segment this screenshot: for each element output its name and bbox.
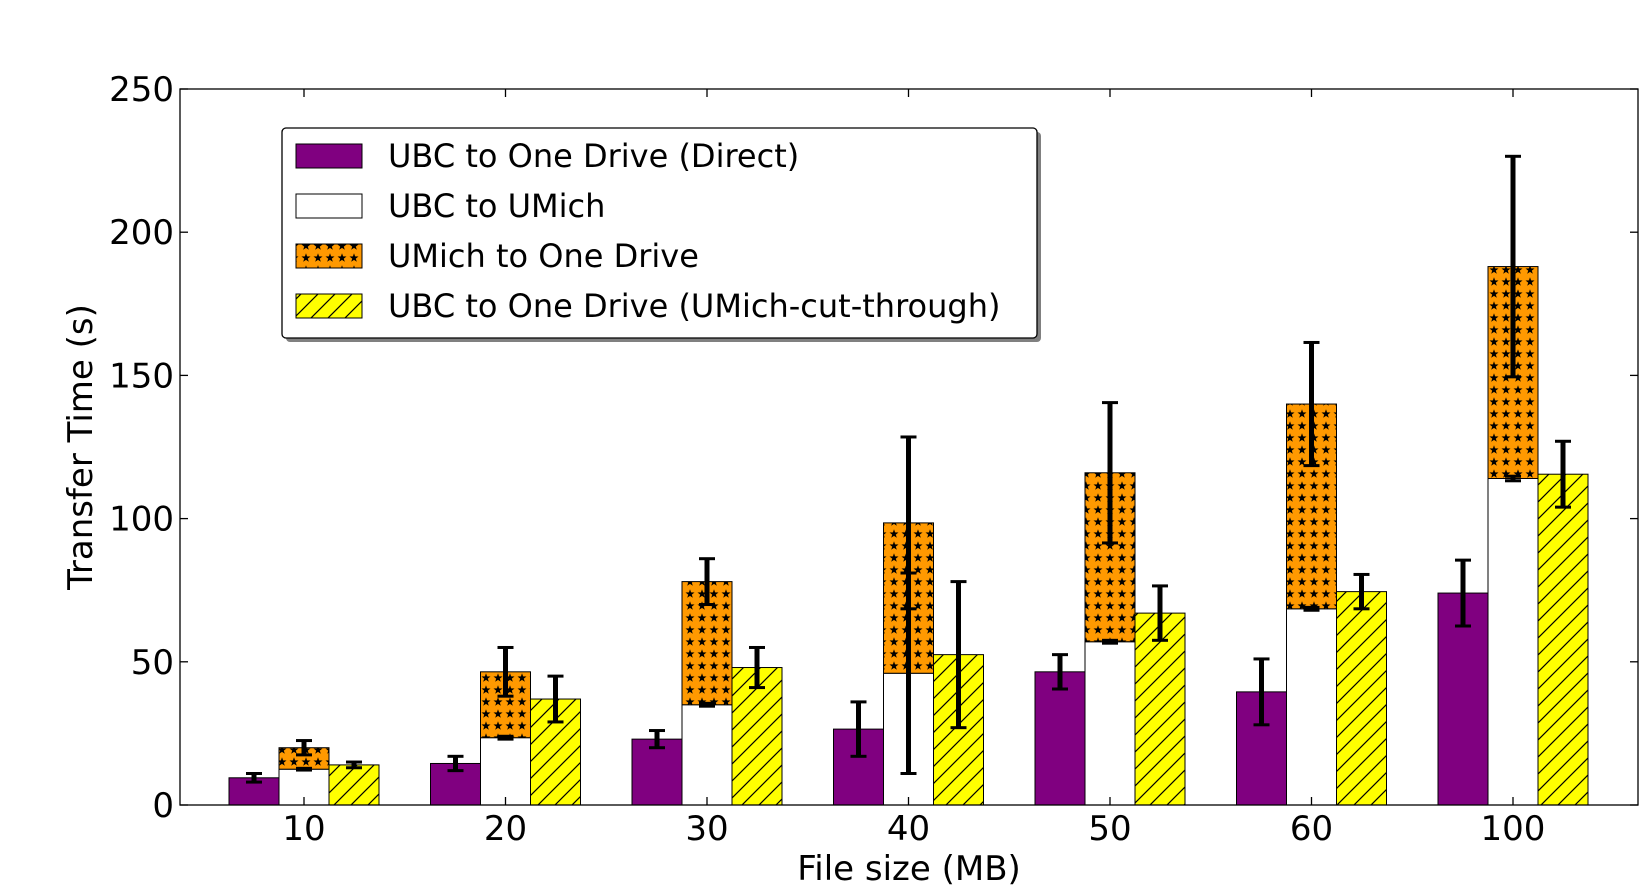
x-tick-label: 100: [1481, 809, 1546, 849]
y-tick-label: 100: [109, 500, 174, 540]
x-tick-label: 20: [484, 809, 527, 849]
legend-swatch: [295, 243, 363, 269]
y-tick-label: 200: [109, 213, 174, 253]
error-bar-3-20: [497, 645, 514, 698]
bar-4-50: [1134, 612, 1186, 806]
error-bar-3-10: [296, 739, 312, 757]
error-bar-4-30: [749, 645, 765, 690]
error-bar-1-10: [246, 771, 262, 784]
error-bar-3-100: [1505, 154, 1521, 379]
bar-1-50: [1034, 671, 1086, 806]
error-bar-1-30: [649, 729, 665, 750]
plot-area: 0 50 100 150 200 250 10 20 30 40 50 60 100: [109, 70, 1639, 849]
bar-2-20: [480, 737, 531, 806]
bar-2-30: [681, 704, 733, 806]
x-tick-label: 10: [282, 809, 325, 849]
bar-4-60: [1336, 591, 1387, 806]
error-bar-4-10: [346, 760, 362, 770]
bars: [228, 266, 1589, 806]
y-axis: 0 50 100 150 200 250: [109, 70, 1638, 826]
bar-4-100: [1537, 473, 1589, 806]
error-bar-2-20: [497, 734, 514, 741]
y-tick-label: 250: [109, 70, 174, 110]
error-bar-3-50: [1102, 401, 1118, 545]
error-bar-3-60: [1303, 340, 1320, 468]
x-tick-label: 50: [1088, 809, 1131, 849]
legend-label: UMich to One Drive: [388, 237, 699, 275]
x-tick-label: 30: [685, 809, 728, 849]
error-bar-2-60: [1303, 605, 1320, 612]
error-bar-1-40: [850, 700, 867, 758]
y-tick-label: 50: [131, 643, 174, 683]
legend: UBC to One Drive (Direct) UBC to UMich UMi…: [281, 127, 1041, 342]
y-tick-label: 0: [152, 786, 174, 826]
error-bar-4-40: [950, 580, 967, 730]
error-bar-1-100: [1455, 558, 1471, 628]
x-tick-label: 60: [1290, 809, 1333, 849]
legend-box: [281, 127, 1038, 339]
bar-2-60: [1286, 608, 1337, 806]
bar-2-100: [1487, 478, 1539, 806]
error-bar-2-100: [1505, 474, 1521, 483]
y-tick-label: 150: [109, 356, 174, 396]
legend-label: UBC to UMich: [388, 187, 605, 225]
error-bar-1-20: [447, 754, 464, 773]
error-bar-3-40: [900, 435, 917, 611]
bar-2-50: [1084, 641, 1136, 806]
error-bar-2-10: [296, 766, 312, 772]
bar-1-100: [1437, 592, 1489, 806]
legend-swatch: [295, 143, 363, 169]
error-bar-2-30: [699, 701, 715, 708]
bar-1-30: [631, 738, 683, 806]
x-axis-label: File size (MB): [797, 849, 1021, 889]
error-bars: [246, 154, 1571, 784]
legend-label: UBC to One Drive (Direct): [388, 137, 799, 175]
error-bar-4-20: [547, 674, 564, 724]
error-bar-4-100: [1555, 439, 1571, 509]
legend-swatch: [295, 293, 363, 319]
error-bar-1-50: [1052, 653, 1068, 691]
legend-swatch: [295, 193, 363, 219]
error-bar-3-30: [699, 557, 715, 607]
error-bar-4-60: [1353, 572, 1370, 611]
error-bar-2-50: [1102, 638, 1118, 645]
legend-label: UBC to One Drive (UMich-cut-through): [388, 287, 1000, 325]
y-axis-label: Transfer Time (s): [61, 304, 101, 591]
error-bar-1-60: [1253, 657, 1270, 727]
bar-4-10: [328, 764, 380, 806]
x-tick-label: 40: [887, 809, 930, 849]
x-axis: 10 20 30 40 50 60 100: [282, 89, 1545, 849]
error-bar-4-50: [1152, 584, 1168, 642]
